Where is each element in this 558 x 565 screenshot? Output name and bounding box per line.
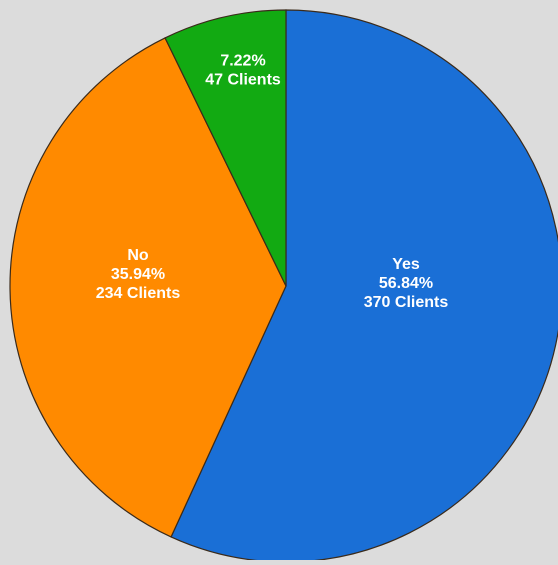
slice-label-no: No xyxy=(127,247,149,264)
slice-percent-label-no: 35.94% xyxy=(111,266,165,283)
slice-label-yes: Yes xyxy=(392,256,420,273)
pie-slice-slice-3 xyxy=(164,9,287,287)
slice-count-label-yes: 370 Clients xyxy=(364,294,449,311)
slice-count-label-slice-3: 47 Clients xyxy=(205,72,281,89)
slice-percent-label-yes: 56.84% xyxy=(379,275,433,292)
pie-slices xyxy=(9,9,558,563)
slice-percent-label-slice-3: 7.22% xyxy=(220,53,265,70)
pie-slice-no xyxy=(9,37,287,538)
pie-labels: Yes 56.84% 370 Clients No 35.94% 234 Clients 7… xyxy=(96,53,449,312)
slice-count-label-no: 234 Clients xyxy=(96,285,181,302)
